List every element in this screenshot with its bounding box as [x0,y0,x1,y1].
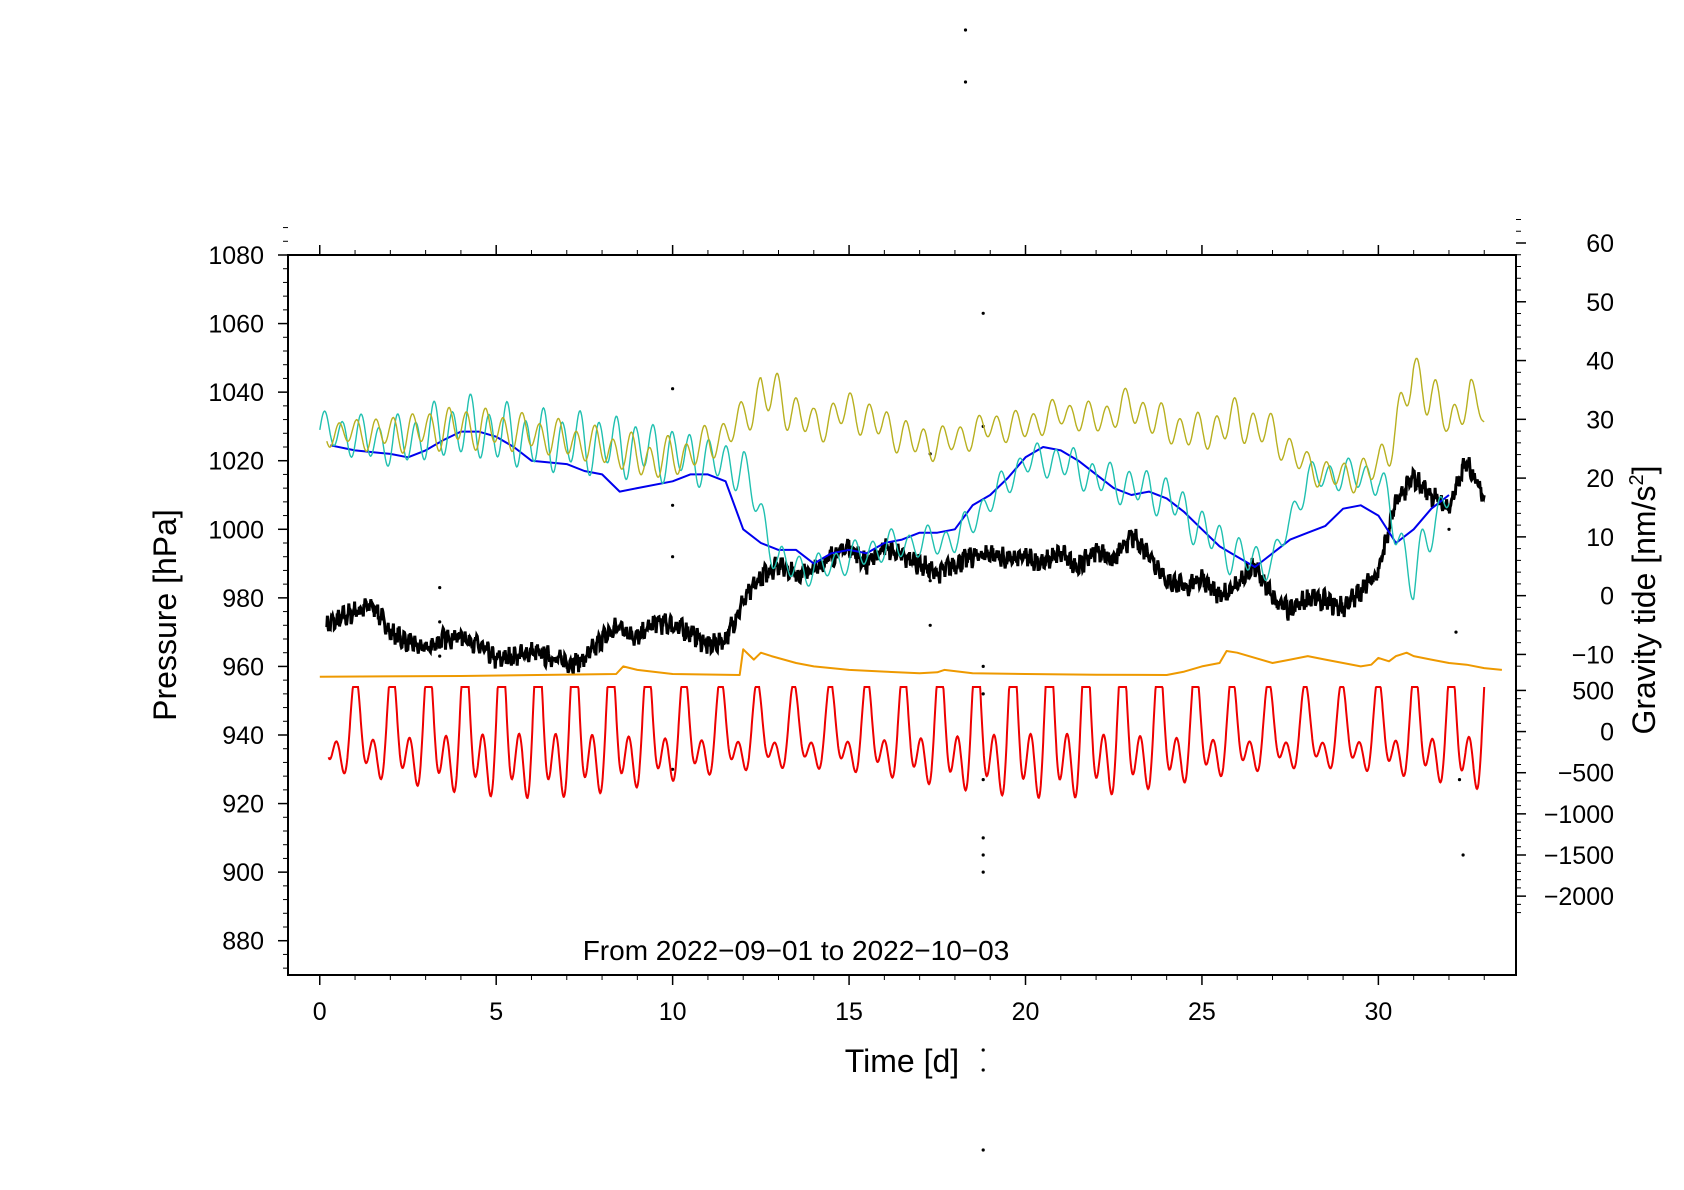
y-right-tick-label: −10 [1572,641,1614,669]
y-left-tick-label: 960 [222,653,264,681]
outlier-dot [981,1068,985,1072]
outlier-dot [981,836,985,840]
y-right-tick-label: 30 [1586,406,1614,434]
y-right-tick-label: 0 [1600,719,1614,747]
y-right-tick-label: 60 [1586,230,1614,258]
y-left-tick-label: 920 [222,791,264,819]
outlier-dot [963,28,968,32]
series-cyan-tide [319,393,1450,601]
outlier-dot [671,387,675,391]
x-tick-label: 0 [313,998,327,1026]
y-left-tick-label: 900 [222,859,264,887]
series-pressure-black [325,456,1486,675]
outlier-dot [981,692,985,696]
outlier-dot [981,664,985,669]
series-orange-drift [319,648,1503,678]
y-axis-right-title-main: Gravity tide [nm/s [1626,486,1662,735]
y-right-tick-label: 0 [1600,583,1614,611]
outlier-dot [438,654,442,658]
outlier-dot [981,870,985,874]
x-axis: 0 5 10 15 20 25 30 [313,245,1485,1026]
y-left-tick-label: 880 [222,928,264,956]
y-axis-right-title-end: ] [1626,466,1662,475]
y-right-tick-label: 10 [1586,524,1614,552]
outside-outlier-dots [438,28,1465,1152]
y-right-tick-label: −1000 [1544,801,1614,829]
y-left-tick-label: 1080 [208,242,264,270]
y-left-tick-label: 1060 [208,311,264,339]
outlier-dot [928,623,932,627]
series-olive-tide [326,357,1485,494]
outlier-dot [963,80,968,84]
series-red-gravity-tide [327,686,1486,800]
y-left-tick-label: 940 [222,722,264,750]
y-left-tick-label: 1000 [208,516,264,544]
y-right-tick-label: −1500 [1544,842,1614,870]
outlier-dot [1457,778,1462,782]
outlier-dot [981,1148,985,1152]
y-right-tick-label: −2000 [1544,883,1614,911]
x-tick-label: 15 [835,998,863,1026]
series-layer [319,357,1503,800]
outlier-dot [1454,630,1458,634]
y-left-tick-label: 1020 [208,448,264,476]
y-left-tick-label: 1040 [208,379,264,407]
outlier-dot [671,555,675,559]
outlier-dot [1461,853,1465,857]
y-right-tick-label: 20 [1586,465,1614,493]
outlier-dot [438,620,442,624]
y-axis-right-title-sup: 2 [1626,474,1648,485]
y-left-tick-label: 980 [222,585,264,613]
outlier-dot [671,503,675,507]
outlier-dot [981,1048,985,1052]
outlier-dot [438,586,442,590]
x-tick-label: 10 [659,998,687,1026]
y-axis-left: 880 900 920 940 960 980 1000 1020 1040 1060 1080 [208,227,288,969]
y-axis-right-title: Gravity tide [nm/s2] [1626,466,1662,735]
x-tick-label: 25 [1188,998,1216,1026]
y-axis-right: −10 0 10 20 30 40 50 60 −2000 −1500 −1000 −500 0 500 [1516,218,1614,914]
outlier-dot [981,311,985,315]
date-range-annotation: From 2022−09−01 to 2022−10−03 [583,935,1010,966]
y-axis-left-title: Pressure [hPa] [147,509,183,721]
x-tick-label: 30 [1364,998,1392,1026]
outlier-dot [981,778,985,782]
outlier-dot [981,853,985,857]
outlier-dot [671,767,675,771]
plot-frame [287,254,1517,976]
x-tick-label: 5 [489,998,503,1026]
y-right-tick-label: −500 [1558,760,1614,788]
x-axis-title: Time [d] [845,1043,959,1079]
outlier-dot [928,579,932,583]
y-right-tick-label: 40 [1586,348,1614,376]
y-right-tick-label: 500 [1572,677,1614,705]
y-right-tick-label: 50 [1586,289,1614,317]
x-tick-label: 20 [1012,998,1040,1026]
outlier-dot [1447,527,1451,531]
